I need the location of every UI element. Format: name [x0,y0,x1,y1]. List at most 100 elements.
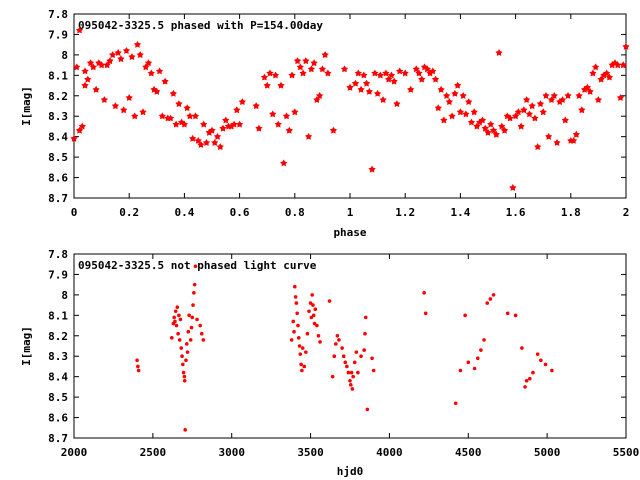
data-point [329,126,338,134]
data-point [350,387,355,391]
data-point [172,315,176,320]
data-point [318,340,322,344]
data-point [523,385,527,389]
data-point [213,132,222,140]
data-point [478,116,487,124]
data-point [84,75,92,83]
data-point [153,87,161,95]
phased-light-curve-panel: 0 0.2 0.4 0.6 0.8 1 1.2 1.4 1.6 1.8 2 7.8 7.9 8 8.1 8.2… [20,8,630,239]
data-point [183,104,191,112]
data-point [539,358,543,363]
data-point [495,49,503,56]
data-point [589,69,597,77]
x-tick-label: 3000 [218,446,245,459]
data-point [98,61,106,69]
data-point [429,67,437,75]
data-point [185,350,190,354]
data-point [390,77,398,85]
data-point [351,79,360,87]
data-point [371,368,376,373]
data-point [509,184,517,191]
data-point [583,83,591,91]
data-point [307,65,315,73]
data-point [600,71,608,79]
data-point [550,92,558,99]
data-point [106,57,114,65]
data-point [362,348,366,352]
data-point [201,338,206,342]
data-point [330,374,335,379]
data-point [363,331,367,336]
data-point [505,311,510,316]
data-point [597,75,605,83]
y-tick-label: 8 [61,289,68,302]
data-point [357,85,365,93]
data-point [182,378,187,383]
data-point [131,112,139,120]
data-point [294,301,299,305]
data-point [167,114,175,122]
y-tick-label: 8.7 [48,192,68,205]
data-point [252,102,260,110]
data-point [216,143,224,150]
data-point [293,295,298,299]
x-tick-label: 1 [347,206,354,219]
data-point [542,92,550,99]
data-point [512,112,520,120]
data-point [190,315,195,320]
data-point [175,305,180,309]
data-point [316,92,324,99]
data-point [302,57,310,65]
data-point [531,114,539,122]
data-point [291,319,296,324]
data-point [197,141,205,148]
data-point [443,92,451,99]
data-point [479,348,483,352]
data-point [475,356,480,361]
data-point [517,122,525,130]
data-point [302,364,307,369]
y-tick-label: 8.3 [48,110,68,123]
data-point [315,323,319,328]
data-point [536,100,545,107]
x-tick-label: 0.4 [174,206,194,219]
data-point [556,98,564,105]
data-point [172,120,180,128]
data-point [187,313,191,318]
data-point [376,71,384,79]
data-point [136,51,144,58]
y-tick-label: 7.8 [48,8,68,21]
data-point [193,264,198,269]
x-tick-label: 2 [623,206,630,219]
data-point [485,301,490,305]
data-point [360,71,368,79]
data-point [310,293,314,297]
data-point [173,309,178,314]
x-tick-label: 1.2 [395,206,415,219]
data-point [365,87,373,95]
data-point [354,69,362,77]
y-tick-label: 7.9 [48,268,68,281]
data-point [300,346,305,350]
data-point [547,96,556,103]
y-tick-label: 8.4 [48,131,68,144]
data-point [524,378,529,383]
data-point [310,59,318,67]
data-point [186,112,194,120]
y-tick-label: 8.6 [48,412,68,425]
data-point [178,317,183,322]
data-point [309,315,314,320]
x-axis-label: hjd0 [337,465,364,478]
data-point [161,77,169,85]
data-point [356,370,360,375]
data-point [396,67,404,75]
data-point [412,65,420,73]
data-point [365,407,370,412]
data-point [199,331,204,336]
data-point [437,85,445,93]
x-tick-label: 0.6 [230,206,250,219]
chart-title: 095042-3325.5 not phased light curve [78,259,317,272]
data-point [100,96,108,103]
data-point [324,69,332,77]
data-point [385,75,393,83]
